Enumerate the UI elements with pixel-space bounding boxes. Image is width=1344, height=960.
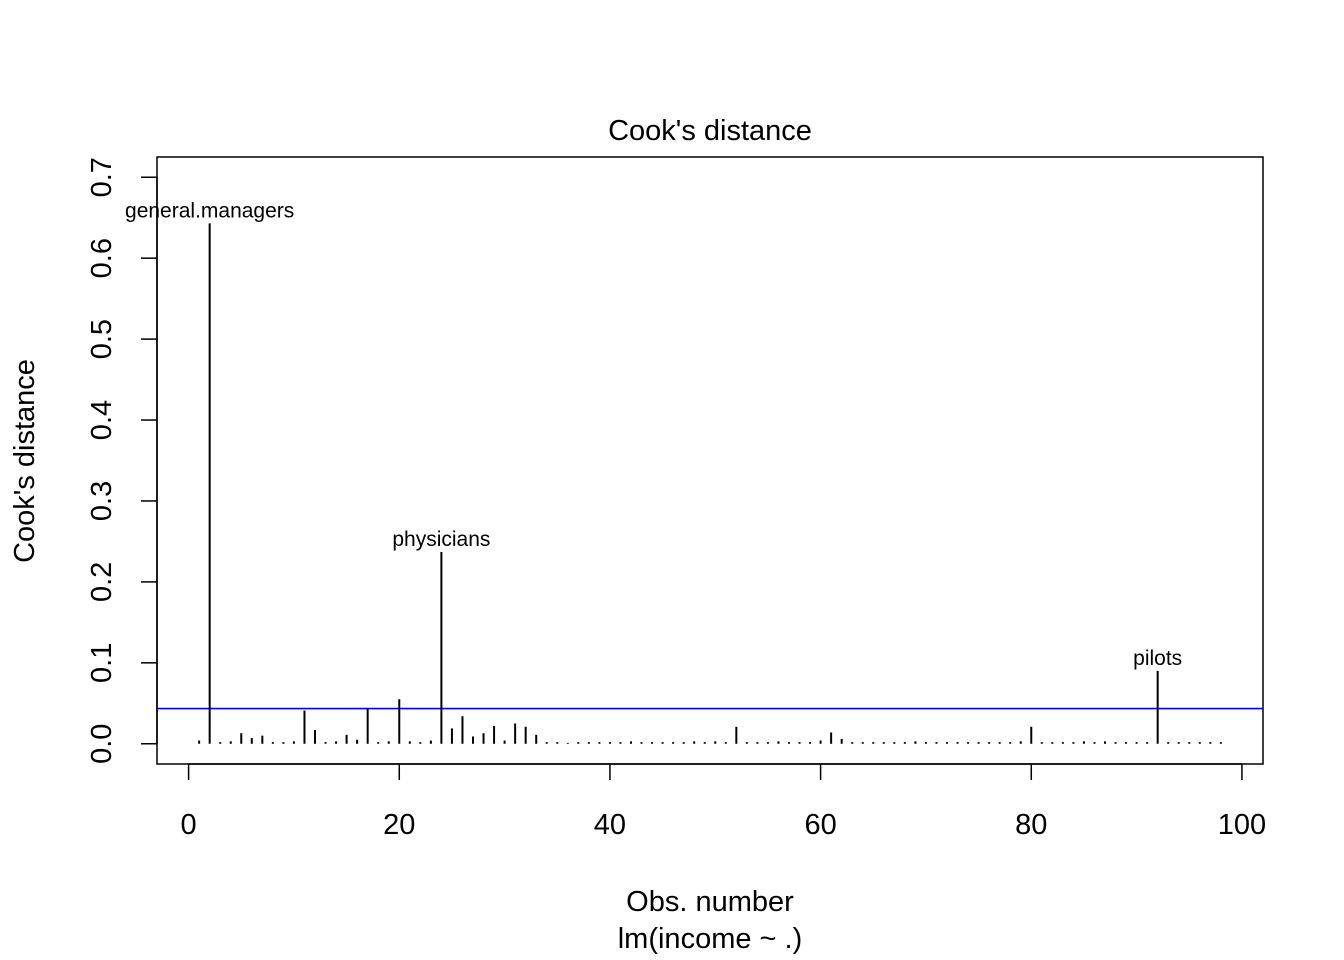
point-label: general.managers (125, 199, 294, 222)
x-axis-title: Obs. number (626, 886, 794, 918)
y-tick-label: 0.2 (86, 562, 118, 602)
x-tick-label: 100 (1218, 809, 1266, 841)
point-label: physicians (392, 528, 490, 551)
y-axis: 0.0 0.1 0.2 0.3 0.4 0.5 0.6 0.7 (86, 157, 158, 764)
bars (198, 223, 1222, 744)
y-tick-label: 0.3 (86, 481, 118, 521)
y-tick-label: 0.4 (86, 400, 118, 440)
x-tick-label: 80 (1015, 809, 1047, 841)
y-tick-label: 0.0 (86, 724, 118, 764)
point-label: pilots (1133, 647, 1182, 670)
x-axis-subtitle: lm(income ~ .) (618, 923, 803, 955)
x-tick-label: 0 (181, 809, 197, 841)
chart-title: Cook's distance (608, 115, 812, 147)
y-tick-label: 0.7 (86, 157, 118, 197)
y-tick-label: 0.6 (86, 238, 118, 278)
x-axis: 0 20 40 60 80 100 (181, 763, 1266, 841)
y-axis-title: Cook's distance (9, 359, 41, 563)
x-tick-label: 60 (804, 809, 836, 841)
plot-frame (156, 156, 1264, 765)
y-tick-label: 0.1 (86, 643, 118, 683)
y-tick-label: 0.5 (86, 319, 118, 359)
annotations: general.managers physicians pilots (125, 199, 1182, 670)
x-tick-label: 40 (594, 809, 626, 841)
x-tick-label: 20 (383, 809, 415, 841)
